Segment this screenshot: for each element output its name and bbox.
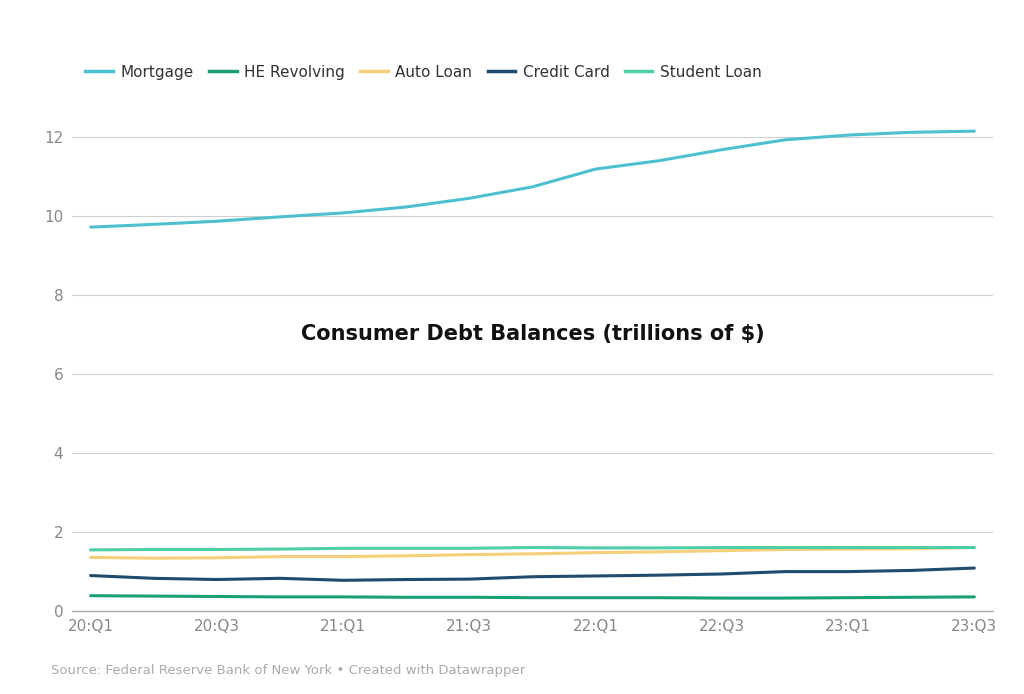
Student Loan — [400, 544, 413, 552]
Mortgage — [969, 127, 981, 135]
Legend: Mortgage, HE Revolving, Auto Loan, Credit Card, Student Loan: Mortgage, HE Revolving, Auto Loan, Credi… — [79, 58, 768, 86]
Credit Card — [400, 575, 413, 584]
Auto Loan — [273, 552, 286, 561]
Credit Card — [463, 575, 475, 583]
Credit Card — [779, 568, 792, 576]
Auto Loan — [652, 548, 665, 556]
HE Revolving — [652, 593, 665, 602]
Student Loan — [652, 543, 665, 552]
Auto Loan — [400, 552, 413, 560]
Auto Loan — [526, 550, 539, 558]
Credit Card — [147, 574, 160, 582]
Credit Card — [526, 573, 539, 581]
HE Revolving — [337, 593, 349, 601]
HE Revolving — [716, 594, 728, 602]
Mortgage — [400, 203, 413, 211]
HE Revolving — [463, 593, 475, 602]
Mortgage — [842, 131, 854, 139]
Student Loan — [716, 543, 728, 552]
Mortgage — [273, 212, 286, 221]
HE Revolving — [84, 591, 96, 600]
Student Loan — [463, 544, 475, 552]
Text: Consumer Debt Balances (trillions of $): Consumer Debt Balances (trillions of $) — [301, 324, 764, 344]
Student Loan — [273, 545, 286, 553]
HE Revolving — [905, 593, 918, 602]
Credit Card — [337, 576, 349, 584]
Credit Card — [905, 566, 918, 575]
Mortgage — [716, 146, 728, 154]
Mortgage — [147, 220, 160, 228]
HE Revolving — [779, 594, 792, 602]
HE Revolving — [969, 593, 981, 601]
Auto Loan — [716, 546, 728, 555]
Student Loan — [590, 543, 602, 552]
Auto Loan — [84, 553, 96, 561]
Mortgage — [463, 194, 475, 203]
Auto Loan — [905, 545, 918, 553]
Mortgage — [905, 128, 918, 137]
Student Loan — [969, 543, 981, 552]
Line: Credit Card: Credit Card — [90, 568, 975, 580]
Line: HE Revolving: HE Revolving — [90, 595, 975, 598]
Student Loan — [84, 545, 96, 554]
Credit Card — [652, 571, 665, 579]
HE Revolving — [842, 593, 854, 602]
Text: Source: Federal Reserve Bank of New York • Created with Datawrapper: Source: Federal Reserve Bank of New York… — [51, 663, 525, 677]
Line: Student Loan: Student Loan — [90, 548, 975, 550]
Credit Card — [969, 564, 981, 573]
Credit Card — [590, 572, 602, 580]
Mortgage — [779, 135, 792, 144]
HE Revolving — [147, 592, 160, 600]
Auto Loan — [969, 543, 981, 552]
Student Loan — [526, 543, 539, 552]
HE Revolving — [273, 593, 286, 601]
Student Loan — [211, 545, 223, 554]
Credit Card — [211, 575, 223, 584]
Student Loan — [905, 543, 918, 552]
Line: Mortgage: Mortgage — [90, 131, 975, 227]
Auto Loan — [211, 554, 223, 562]
Student Loan — [147, 545, 160, 554]
Mortgage — [590, 165, 602, 174]
Auto Loan — [779, 545, 792, 554]
Auto Loan — [842, 545, 854, 553]
Mortgage — [526, 183, 539, 191]
HE Revolving — [526, 593, 539, 602]
HE Revolving — [590, 593, 602, 602]
Line: Auto Loan: Auto Loan — [90, 548, 975, 558]
Student Loan — [842, 543, 854, 552]
HE Revolving — [211, 593, 223, 601]
Auto Loan — [590, 548, 602, 557]
Auto Loan — [337, 552, 349, 561]
Auto Loan — [463, 550, 475, 559]
HE Revolving — [400, 593, 413, 602]
Mortgage — [652, 157, 665, 165]
Mortgage — [84, 223, 96, 231]
Mortgage — [211, 217, 223, 226]
Auto Loan — [147, 554, 160, 562]
Student Loan — [337, 544, 349, 552]
Mortgage — [337, 209, 349, 217]
Credit Card — [716, 570, 728, 578]
Credit Card — [84, 571, 96, 579]
Student Loan — [779, 543, 792, 552]
Credit Card — [273, 574, 286, 582]
Credit Card — [842, 568, 854, 576]
